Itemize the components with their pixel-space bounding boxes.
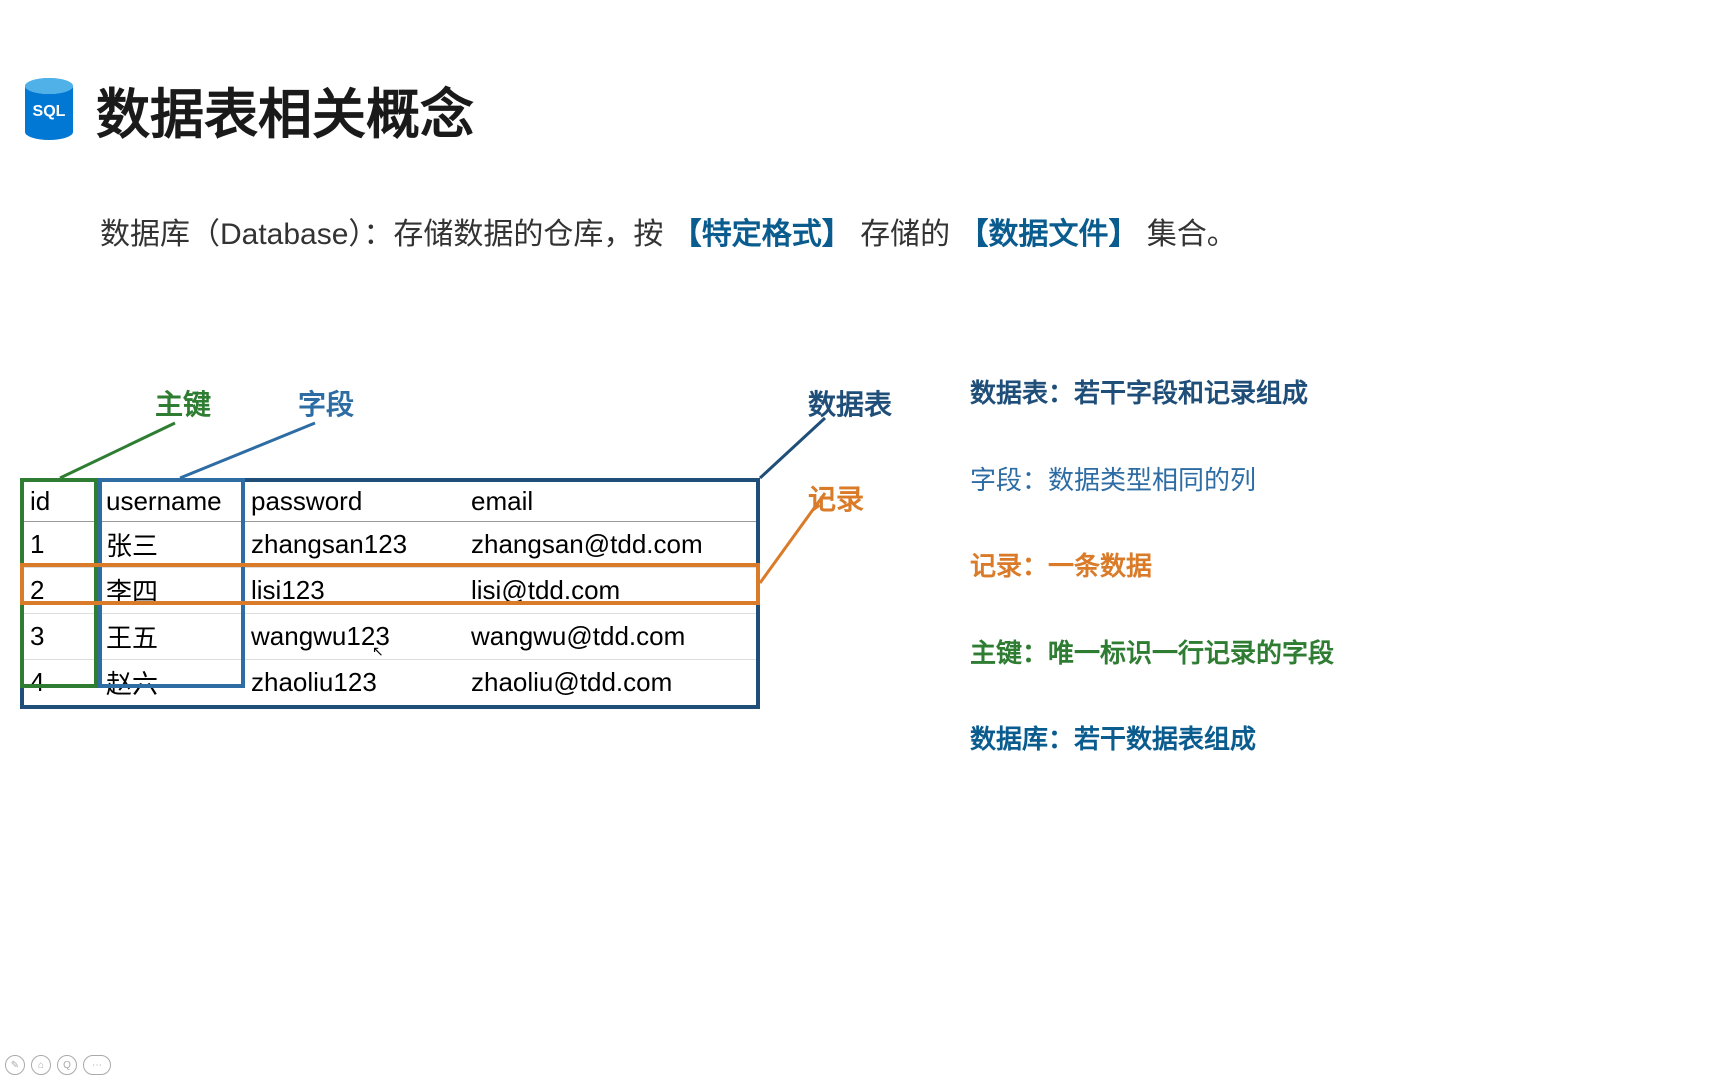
cell-username: 赵六 xyxy=(100,660,245,708)
col-header-id: id xyxy=(22,480,100,522)
data-table-container: id username password email 1 张三 zhangsan… xyxy=(20,478,760,709)
note-field: 字段：数据类型相同的列 xyxy=(970,460,1334,502)
col-header-username: username xyxy=(100,480,245,522)
cell-password: zhaoliu123 xyxy=(245,660,465,708)
table-row: 4 赵六 zhaoliu123 zhaoliu@tdd.com xyxy=(22,660,758,708)
table-header-row: id username password email xyxy=(22,480,758,522)
line-field xyxy=(170,413,330,483)
cell-id: 1 xyxy=(22,522,100,568)
line-table xyxy=(755,413,845,483)
description-text: 数据库（Database）：存储数据的仓库，按 【特定格式】 存储的 【数据文件… xyxy=(0,149,1728,253)
cell-id: 3 xyxy=(22,614,100,660)
table-row: 2 李四 lisi123 lisi@tdd.com xyxy=(22,568,758,614)
zoom-icon[interactable]: Q xyxy=(57,1055,77,1075)
label-field: 字段 xyxy=(298,383,354,423)
cell-id: 2 xyxy=(22,568,100,614)
col-header-email: email xyxy=(465,480,758,522)
label-table: 数据表 xyxy=(808,383,892,423)
sql-icon: SQL xyxy=(20,76,78,144)
desc-highlight1: 【特定格式】 xyxy=(672,218,852,251)
lock-icon[interactable]: ⌂ xyxy=(31,1055,51,1075)
note-table: 数据表：若干字段和记录组成 xyxy=(970,373,1334,415)
desc-prefix: 数据库（Database）：存储数据的仓库，按 xyxy=(100,218,663,251)
cell-username: 李四 xyxy=(100,568,245,614)
cell-id: 4 xyxy=(22,660,100,708)
bottom-toolbar: ✎ ⌂ Q ⋯ xyxy=(5,1055,111,1075)
line-pk xyxy=(50,413,180,483)
cell-username: 张三 xyxy=(100,522,245,568)
cell-password: wangwu123 xyxy=(245,614,465,660)
table-row: 1 张三 zhangsan123 zhangsan@tdd.com xyxy=(22,522,758,568)
desc-suffix: 集合。 xyxy=(1147,218,1237,251)
cell-email: lisi@tdd.com xyxy=(465,568,758,614)
col-header-password: password xyxy=(245,480,465,522)
cell-email: wangwu@tdd.com xyxy=(465,614,758,660)
header: SQL 数据表相关概念 xyxy=(0,0,1728,149)
cell-username: 王五 xyxy=(100,614,245,660)
side-notes: 数据表：若干字段和记录组成 字段：数据类型相同的列 记录：一条数据 主键：唯一标… xyxy=(970,373,1334,761)
pen-icon[interactable]: ✎ xyxy=(5,1055,25,1075)
more-icon[interactable]: ⋯ xyxy=(83,1055,111,1075)
desc-middle: 存储的 xyxy=(860,218,950,251)
note-primary-key: 主键：唯一标识一行记录的字段 xyxy=(970,633,1334,675)
table-row: 3 王五 wangwu123 wangwu@tdd.com xyxy=(22,614,758,660)
desc-highlight2: 【数据文件】 xyxy=(958,218,1138,251)
cell-email: zhaoliu@tdd.com xyxy=(465,660,758,708)
label-record: 记录 xyxy=(808,478,864,518)
data-table: id username password email 1 张三 zhangsan… xyxy=(20,478,760,709)
label-primary-key: 主键 xyxy=(155,383,211,423)
svg-text:SQL: SQL xyxy=(33,103,66,120)
note-database: 数据库：若干数据表组成 xyxy=(970,719,1334,761)
page-title: 数据表相关概念 xyxy=(96,70,474,149)
cell-password: zhangsan123 xyxy=(245,522,465,568)
cell-password: lisi123 xyxy=(245,568,465,614)
note-record: 记录：一条数据 xyxy=(970,546,1334,588)
cell-email: zhangsan@tdd.com xyxy=(465,522,758,568)
